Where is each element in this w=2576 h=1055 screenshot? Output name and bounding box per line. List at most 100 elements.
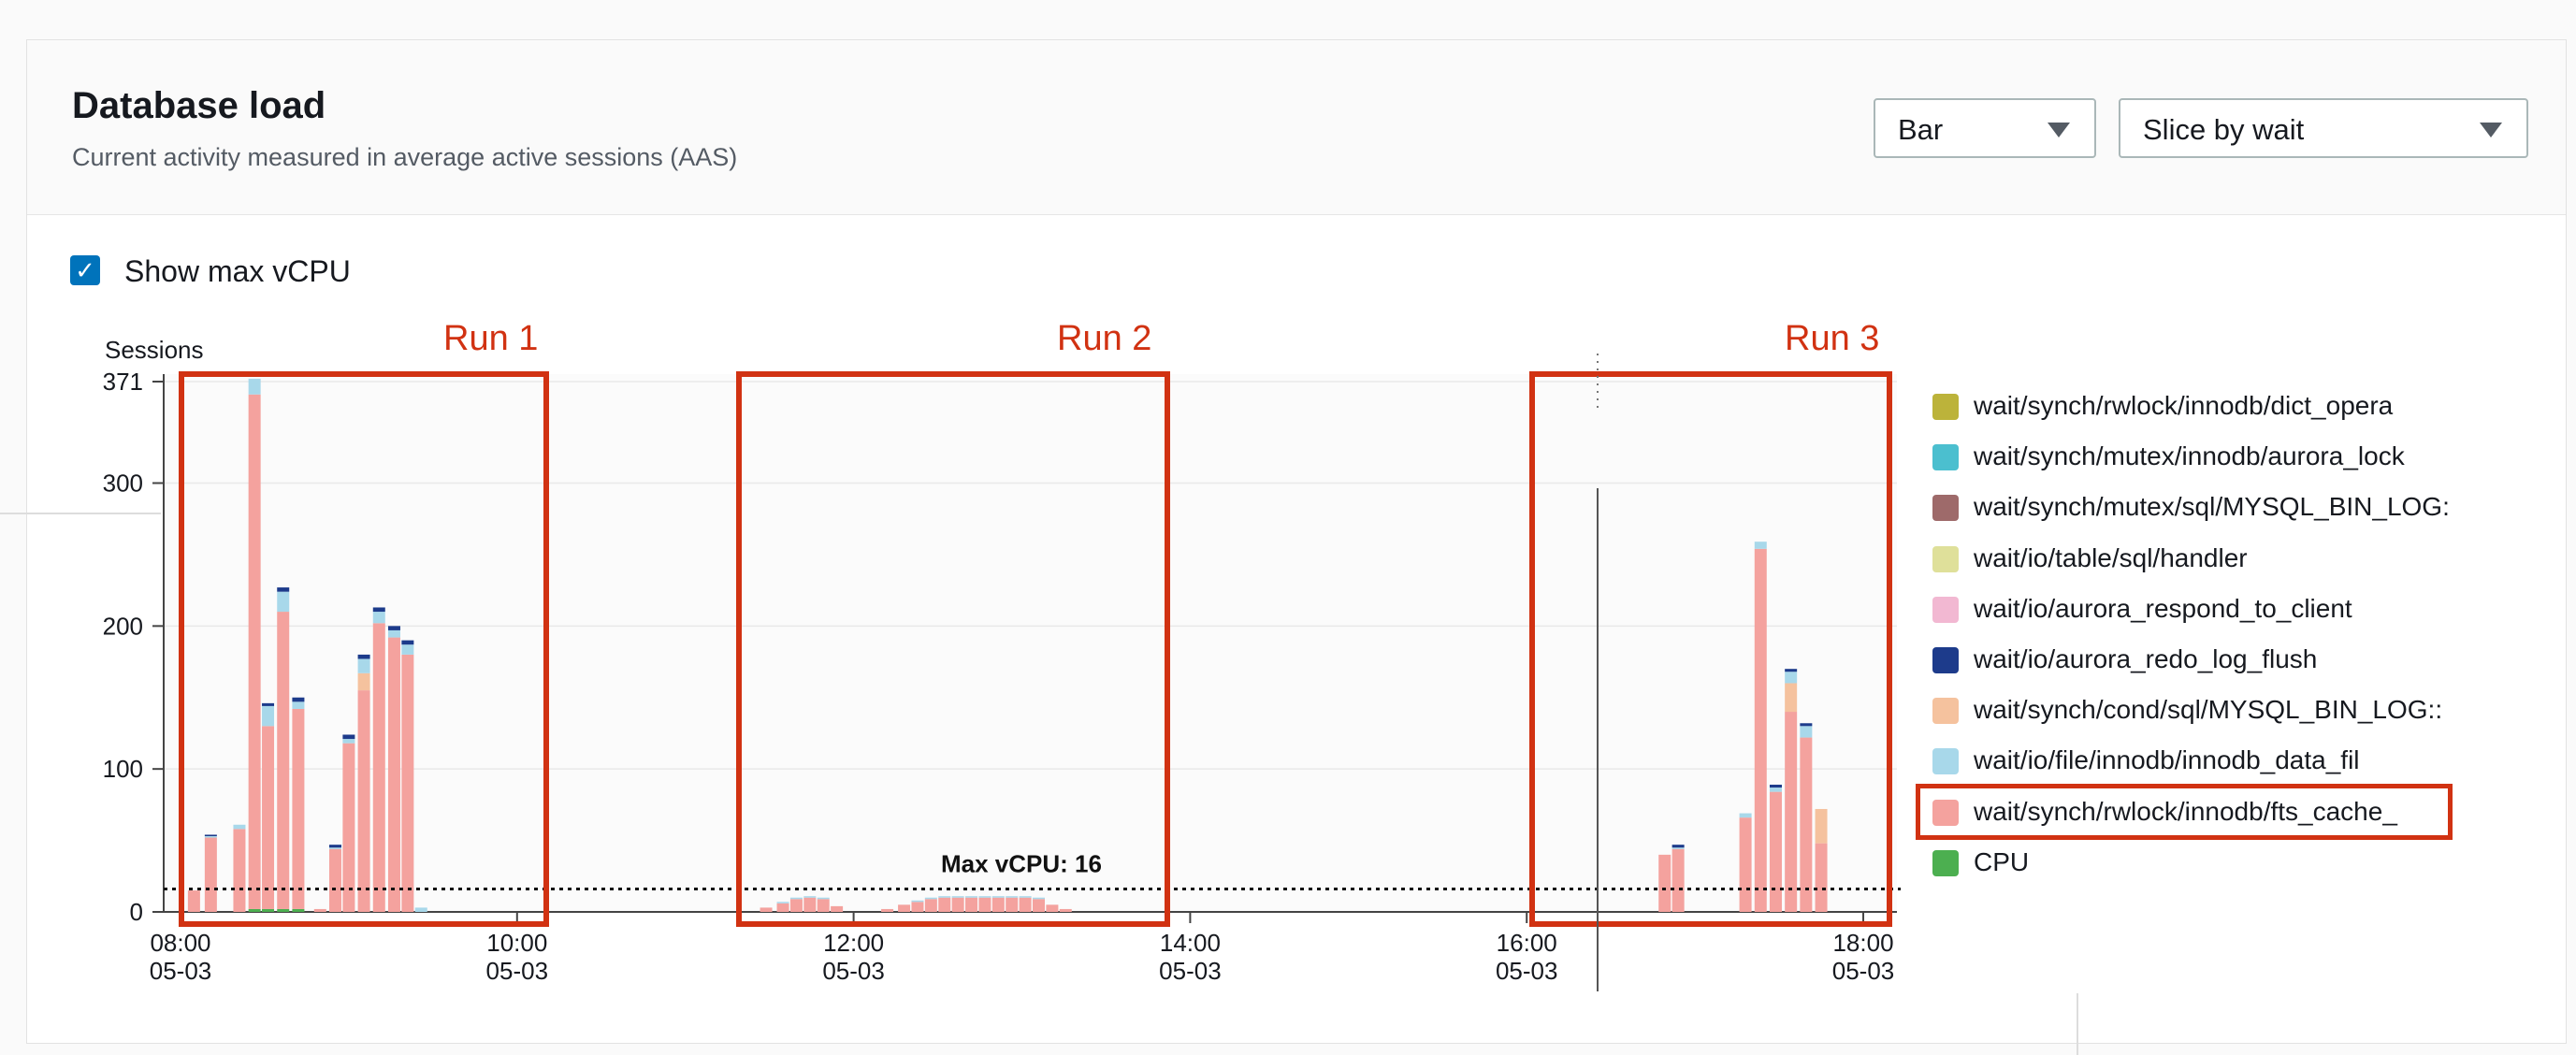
bar-segment-fts xyxy=(789,899,803,912)
legend-label: wait/io/aurora_respond_to_client xyxy=(1974,593,2352,623)
legend-swatch xyxy=(1932,698,1959,725)
bar-segment-redo xyxy=(277,587,290,592)
bar-segment-fts xyxy=(951,897,964,912)
slice-by-value: Slice by wait xyxy=(2143,113,2305,146)
bar-segment-fts xyxy=(1800,737,1813,912)
bar-segment-fts xyxy=(1032,899,1045,912)
run3-box xyxy=(1529,371,1892,927)
bar-segment-redo xyxy=(292,697,305,702)
bar-segment-fts xyxy=(1815,843,1828,912)
legend-label: CPU xyxy=(1974,846,2030,876)
bar-segment-other xyxy=(292,701,305,709)
show-max-vcpu-checkbox[interactable]: ✓ xyxy=(70,255,100,285)
bar-segment-other xyxy=(938,896,951,898)
chart-grid xyxy=(164,374,1897,913)
bar-segment-other xyxy=(1800,726,1813,738)
bar-segment-fts xyxy=(277,612,290,909)
bar-segment-fts xyxy=(329,848,342,912)
legend-label: wait/io/table/sql/handler xyxy=(1974,542,2248,572)
max-vcpu-line: Max vCPU: 16 xyxy=(164,850,1901,891)
bar-segment-cond xyxy=(357,672,370,691)
bar-segment-other xyxy=(357,658,370,673)
y-tick-label: 200 xyxy=(103,612,143,640)
chart-type-select[interactable]: Bar xyxy=(1874,98,2096,158)
bar-segment-other xyxy=(414,907,427,912)
bar-segment-redo xyxy=(387,626,400,630)
bar-segment-fts xyxy=(313,908,326,912)
legend-label: wait/synch/rwlock/innodb/dict_opera xyxy=(1974,391,2394,420)
chevron-down-icon xyxy=(2480,123,2502,137)
bar-segment-cpu xyxy=(292,908,305,912)
bar-segment-fts xyxy=(1672,848,1685,912)
bar-segment-fts xyxy=(342,743,355,912)
panel-header: Database load Current activity measured … xyxy=(27,40,2566,215)
bar-segment-other xyxy=(401,644,414,655)
x-tick-time: 18:00 xyxy=(1832,929,1893,957)
bar-segment-cpu xyxy=(248,908,261,912)
bar-segment-redo xyxy=(1785,669,1798,672)
bar-segment-redo xyxy=(357,654,370,659)
x-tick-date: 05-03 xyxy=(1832,957,1895,985)
legend-swatch xyxy=(1932,748,1959,775)
max-vcpu-label: Max vCPU: 16 xyxy=(941,850,1102,878)
legend-swatch xyxy=(1932,849,1959,876)
legend-label: wait/synch/rwlock/innodb/fts_cache_ xyxy=(1974,796,2397,826)
bar-segment-redo xyxy=(401,640,414,645)
bar-segment-redo xyxy=(1769,784,1782,788)
panel-title: Database load xyxy=(72,85,326,126)
bar-segment-other xyxy=(372,612,385,624)
bar-segment-fts xyxy=(1019,897,1032,912)
x-tick-date: 05-03 xyxy=(1496,957,1558,985)
bar-segment-fts xyxy=(387,637,400,912)
plot-area xyxy=(164,374,1897,912)
bar-segment-cpu xyxy=(262,908,275,912)
legend-highlight-box xyxy=(1916,784,2453,840)
bar-segment-other xyxy=(911,900,924,903)
x-axis-ticks: 08:0005-0310:0005-0312:0005-0314:0005-03… xyxy=(150,912,1895,985)
bar-segment-other xyxy=(1019,896,1032,898)
bar-segment-other xyxy=(803,896,817,898)
slice-by-select[interactable]: Slice by wait xyxy=(2119,98,2528,158)
bar-segment-other xyxy=(248,378,261,395)
y-tick-label: 0 xyxy=(130,898,143,926)
bar-segment-fts xyxy=(1658,854,1672,912)
bar-segment-fts xyxy=(978,897,991,912)
bar-segment-other xyxy=(776,902,789,903)
bar-segment-fts xyxy=(1785,712,1798,912)
bar-segment-other xyxy=(1785,672,1798,684)
bar-segment-redo xyxy=(342,734,355,740)
bar-segment-redo xyxy=(1800,723,1813,727)
run2-label: Run 2 xyxy=(1057,319,1151,358)
run1-box xyxy=(179,371,549,927)
legend-label: wait/io/file/innodb/innodb_data_fil xyxy=(1974,745,2360,775)
legend-swatch xyxy=(1932,394,1959,420)
bar-segment-other xyxy=(951,896,964,898)
bar-segment-fts xyxy=(357,690,370,912)
bar-segment-other xyxy=(1754,542,1767,549)
x-tick-time: 08:00 xyxy=(150,929,210,957)
bar-segment-fts xyxy=(817,899,830,912)
bar-segment-redo xyxy=(372,607,385,613)
bar-segment-fts xyxy=(924,899,937,912)
bar-segment-fts xyxy=(401,654,414,912)
run2-box xyxy=(736,371,1170,927)
bar-segment-other xyxy=(262,705,275,727)
bar-segment-other xyxy=(1032,897,1045,900)
legend-swatch xyxy=(1932,444,1959,471)
x-tick-time: 12:00 xyxy=(823,929,884,957)
legend-swatch xyxy=(1932,495,1959,522)
bar-segment-other xyxy=(329,847,342,849)
chevron-down-icon xyxy=(2048,123,2070,137)
bar-segment-fts xyxy=(372,623,385,912)
y-tick-label: 300 xyxy=(103,470,143,498)
y-tick-label: 100 xyxy=(103,755,143,783)
x-tick-date: 05-03 xyxy=(822,957,885,985)
bar-segment-fts xyxy=(262,726,275,909)
guide-line xyxy=(0,513,161,514)
bar-segment-other xyxy=(387,629,400,638)
bar-segment-cpu xyxy=(277,908,290,912)
bar-segment-other xyxy=(1739,813,1752,818)
bar-segment-fts xyxy=(1046,904,1059,912)
show-max-vcpu-label: Show max vCPU xyxy=(124,254,351,288)
